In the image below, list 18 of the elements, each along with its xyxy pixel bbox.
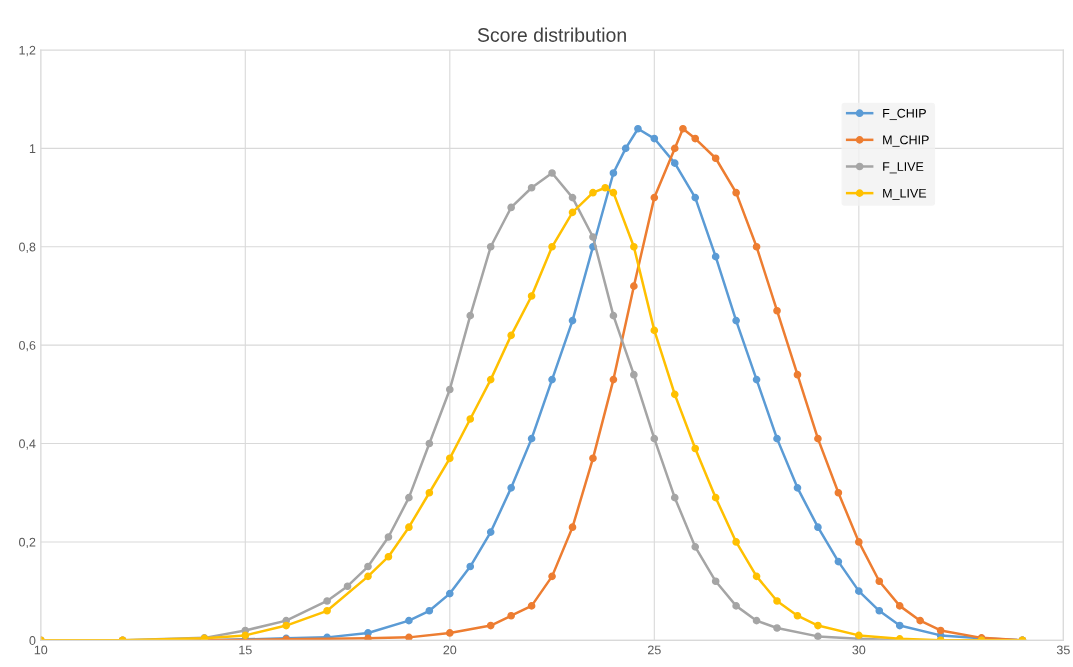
x-tick-label: 20 xyxy=(443,645,457,655)
y-tick-label: 1,2 xyxy=(19,45,36,57)
x-tick-label: 15 xyxy=(239,645,252,655)
x-tick-label: 25 xyxy=(647,645,661,655)
y-tick-label: 0,8 xyxy=(19,242,36,253)
legend-label: F_CHIP xyxy=(883,108,926,121)
legend-label: F_LIVE xyxy=(883,162,924,174)
chart-title: Score distribution xyxy=(477,27,626,42)
legend-label: M_CHIP xyxy=(883,135,929,147)
y-tick-label: 0 xyxy=(29,636,36,645)
y-tick-label: 1 xyxy=(29,144,36,153)
legend-label: M_LIVE xyxy=(883,188,927,200)
x-tick-label: 35 xyxy=(1056,645,1070,655)
y-tick-label: 0,4 xyxy=(19,439,36,450)
y-tick-label: 0,6 xyxy=(19,340,36,352)
y-tick-label: 0,2 xyxy=(19,537,36,549)
x-tick-label: 30 xyxy=(852,645,866,655)
x-tick-label: 10 xyxy=(34,645,48,655)
